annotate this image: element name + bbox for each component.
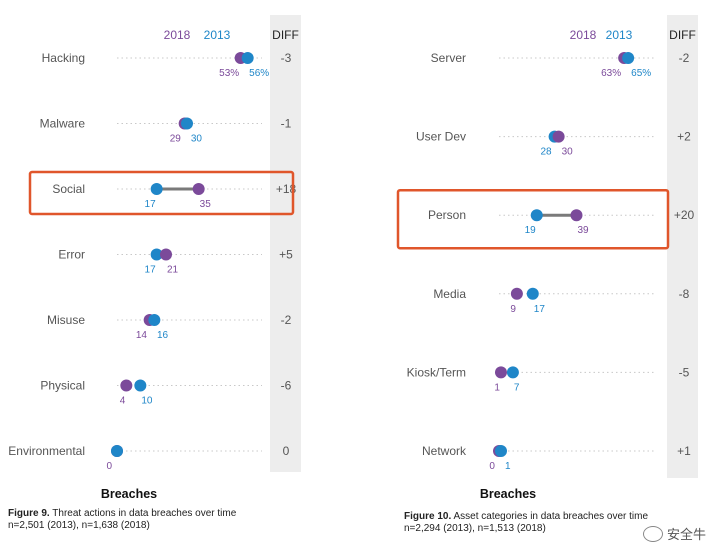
fig10-user-dev-label: User Dev <box>416 130 466 144</box>
fig9-malware-label: Malware <box>40 117 86 131</box>
fig9-malware-diff: -1 <box>281 117 292 131</box>
fig10-person-dot-2013 <box>530 209 543 222</box>
fig10-xlabel: Breaches <box>480 487 536 501</box>
fig10-media-dot-2013 <box>526 287 539 300</box>
fig10-media-diff: -8 <box>679 287 690 301</box>
fig9-error-dot-2018 <box>160 248 172 261</box>
fig9-physical-diff: -6 <box>281 379 292 393</box>
fig10-header-diff: DIFF <box>669 28 696 42</box>
fig10-user-dev-value-2013: 28 <box>540 147 552 158</box>
fig9-malware-value-2013: 30 <box>191 134 203 145</box>
fig9-hacking-label: Hacking <box>42 51 85 65</box>
fig10-person-value-2018: 39 <box>577 225 589 236</box>
fig9-error-label: Error <box>58 248 85 262</box>
figure10-note: n=2,294 (2013), n=1,513 (2018) <box>404 523 546 534</box>
fig10-network-value-2013: 1 <box>505 461 511 472</box>
fig10-header-2013: 2013 <box>606 28 633 42</box>
fig9-hacking-value-2018: 53% <box>219 68 239 79</box>
fig9-header-diff: DIFF <box>272 28 299 42</box>
fig9-misuse-diff: -2 <box>281 313 292 327</box>
fig10-server-label: Server <box>431 51 466 65</box>
fig9-physical-value-2018: 4 <box>120 396 126 407</box>
fig10-server-diff: -2 <box>679 51 690 65</box>
fig10-user-dev-value-2018: 30 <box>562 147 574 158</box>
watermark: 安全牛 <box>642 524 706 543</box>
fig10-user-dev-diff: +2 <box>677 130 691 144</box>
fig10-person-label: Person <box>428 208 466 222</box>
fig9-environmental-label: Environmental <box>8 444 85 458</box>
fig10-media-dot-2018 <box>510 287 523 300</box>
fig10-kiosk-term-value-2013: 7 <box>514 382 520 393</box>
fig9-social-diff: +18 <box>276 182 297 196</box>
fig9-malware-value-2018: 29 <box>170 134 182 145</box>
figure10-caption: Figure 10. Asset categories in data brea… <box>404 511 648 535</box>
figure10-title: Asset categories in data breaches over t… <box>453 511 649 522</box>
fig9-misuse-value-2013: 16 <box>157 330 169 341</box>
fig9-misuse-label: Misuse <box>47 313 85 327</box>
fig10-person-highlight-box <box>396 188 670 250</box>
fig9-social-dot-2013 <box>150 183 163 195</box>
fig10-person-value-2013: 19 <box>525 225 537 236</box>
fig9-environmental-value-2018: 0 <box>106 461 112 472</box>
fig9-malware-dot-2013 <box>181 117 193 130</box>
watermark-text: 安全牛 <box>666 527 706 542</box>
fig10-person-dot-2018 <box>570 209 583 222</box>
fig9-social-value-2018: 35 <box>200 199 212 210</box>
fig9-physical-label: Physical <box>40 379 85 393</box>
fig9-environmental-diff: 0 <box>283 444 290 458</box>
fig10-media-value-2018: 9 <box>510 304 516 315</box>
fig10-kiosk-term-dot-2018 <box>494 366 507 379</box>
fig9-environmental-dot-2013 <box>111 445 123 457</box>
fig9-header-2018: 2018 <box>164 28 191 42</box>
fig9-hacking-diff: -3 <box>281 51 292 65</box>
fig10-network-label: Network <box>422 444 467 458</box>
fig9-social-highlight-box <box>28 170 295 216</box>
fig10-server-dot-2013 <box>622 52 635 64</box>
fig9-social-value-2013: 17 <box>145 199 157 210</box>
fig10-user-dev-dot-2018 <box>552 130 565 143</box>
fig10-media-value-2013: 17 <box>534 304 546 315</box>
fig10-media-label: Media <box>433 287 466 301</box>
fig10-network-diff: +1 <box>677 444 691 458</box>
fig10-kiosk-term-label: Kiosk/Term <box>407 365 466 379</box>
fig9-physical-value-2013: 10 <box>141 396 153 407</box>
fig10-header-2018: 2018 <box>570 28 597 42</box>
fig10-network-dot-2013 <box>494 445 507 457</box>
fig9-misuse-value-2018: 14 <box>136 330 148 341</box>
fig9-physical-dot-2018 <box>120 379 133 392</box>
fig9-physical-dot-2013 <box>134 379 147 392</box>
fig10-server-value-2018: 63% <box>601 68 621 79</box>
fig9-error-dot-2013 <box>150 248 163 261</box>
fig9-social-dot-2018 <box>192 183 205 195</box>
fig9-social-label: Social <box>52 182 85 196</box>
fig10-diff-band <box>667 15 698 478</box>
fig9-hacking-dot-2013 <box>241 52 254 64</box>
fig10-network-value-2018: 0 <box>489 461 495 472</box>
wechat-icon <box>642 525 663 542</box>
figure9-label: Figure 9. <box>8 508 50 519</box>
fig9-xlabel: Breaches <box>101 487 157 501</box>
fig10-kiosk-term-diff: -5 <box>679 365 690 379</box>
fig9-misuse-dot-2013 <box>148 314 161 326</box>
fig9-header-2013: 2013 <box>204 28 231 42</box>
fig10-kiosk-term-value-2018: 1 <box>494 382 500 393</box>
fig10-server-value-2013: 65% <box>631 68 651 79</box>
fig9-diff-band <box>270 15 301 472</box>
fig9-error-value-2013: 17 <box>145 265 157 276</box>
figure9-title: Threat actions in data breaches over tim… <box>52 508 237 519</box>
fig10-kiosk-term-dot-2013 <box>506 366 519 379</box>
fig9-error-diff: +5 <box>279 248 293 262</box>
figure10-label: Figure 10. <box>404 511 452 522</box>
figure9-caption: Figure 9. Threat actions in data breache… <box>8 508 236 532</box>
fig9-hacking-value-2013: 56% <box>249 68 269 79</box>
fig10-person-diff: +20 <box>674 208 695 222</box>
fig9-error-value-2018: 21 <box>167 265 179 276</box>
figure9-note: n=2,501 (2013), n=1,638 (2018) <box>8 520 150 531</box>
